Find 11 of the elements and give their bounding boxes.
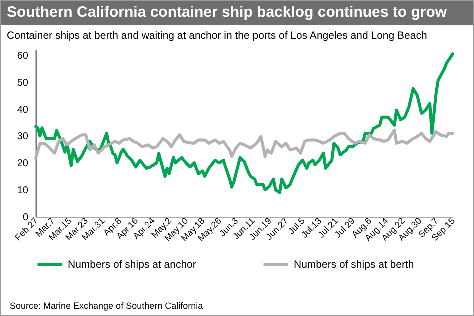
legend-label: Numbers of ships at berth <box>294 259 414 271</box>
source-note: Source: Marine Exchange of Southern California <box>10 301 204 311</box>
y-tick-label: 50 <box>17 78 29 89</box>
y-tick-label: 20 <box>17 158 29 170</box>
y-tick-label: 30 <box>17 132 29 143</box>
chart-subtitle: Container ships at berth and waiting at anchor in the ports of Los Angeles and Long Beach <box>6 29 428 44</box>
y-tick-label: 60 <box>17 50 29 62</box>
legend-label: Numbers of ships at anchor <box>68 259 197 271</box>
y-tick-label: 10 <box>17 186 29 197</box>
chart-title: Southern California container ship backlog continues to grow <box>1 1 473 25</box>
y-tick-label: 40 <box>17 104 29 116</box>
